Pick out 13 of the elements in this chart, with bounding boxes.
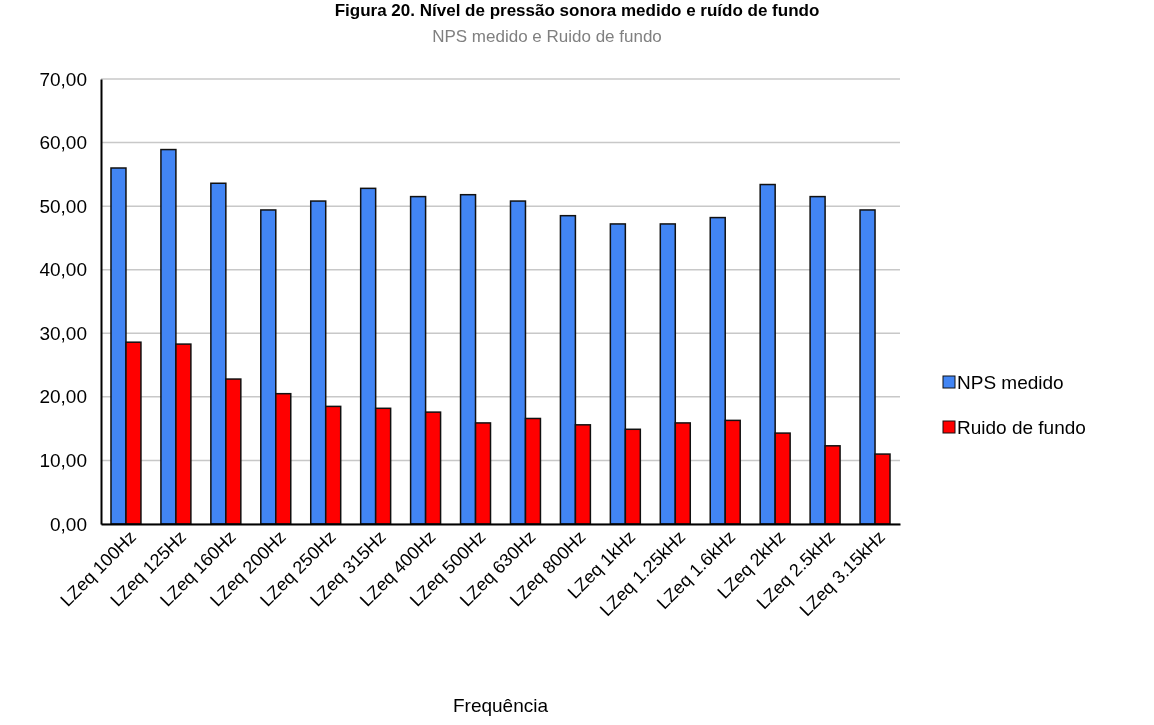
x-axis-title: Frequência xyxy=(452,695,549,716)
chart-subtitle: NPS medido e Ruido de fundo xyxy=(432,27,662,46)
y-tick-label: 10,00 xyxy=(39,450,87,472)
y-tick-label: 70,00 xyxy=(39,68,87,90)
y-tick-label: 60,00 xyxy=(39,132,87,154)
y-tick-label: 50,00 xyxy=(39,195,87,217)
y-tick-label: 0,00 xyxy=(50,513,87,535)
y-tick-label: 30,00 xyxy=(39,322,87,344)
legend-label: Ruido de fundo xyxy=(957,417,1086,438)
y-tick-label: 20,00 xyxy=(39,386,87,408)
legend-label: NPS medido xyxy=(957,372,1064,393)
chart-title: Figura 20. Nível de pressão sonora medido e ruído de fundo xyxy=(334,1,820,20)
y-tick-label: 40,00 xyxy=(39,259,87,281)
